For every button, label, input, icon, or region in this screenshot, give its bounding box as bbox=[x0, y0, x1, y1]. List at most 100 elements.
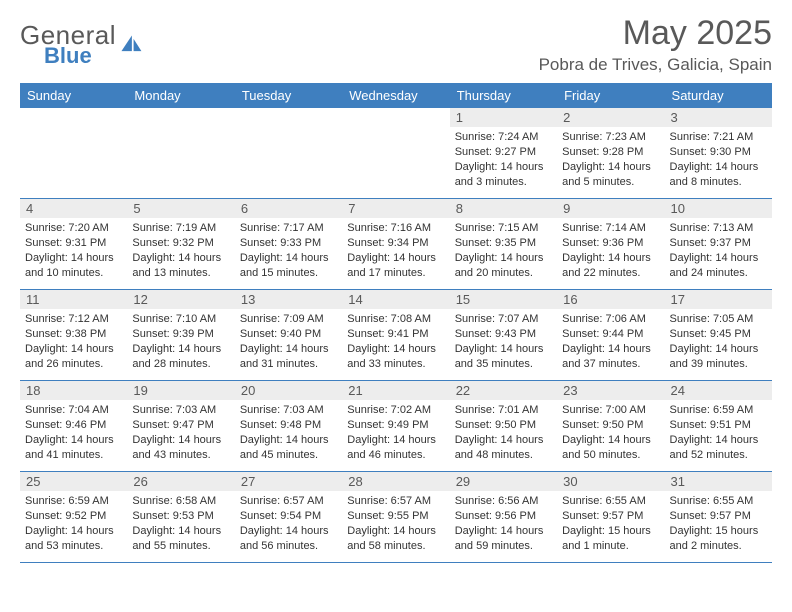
day-number: 14 bbox=[342, 290, 449, 309]
title-block: May 2025 Pobra de Trives, Galicia, Spain bbox=[539, 14, 772, 75]
calendar-week-row: 25Sunrise: 6:59 AMSunset: 9:52 PMDayligh… bbox=[20, 472, 772, 563]
sunrise-line: Sunrise: 7:24 AM bbox=[455, 130, 552, 145]
calendar-cell: 4Sunrise: 7:20 AMSunset: 9:31 PMDaylight… bbox=[20, 199, 127, 290]
sunset-line: Sunset: 9:54 PM bbox=[240, 509, 337, 524]
sunset-line: Sunset: 9:55 PM bbox=[347, 509, 444, 524]
weekday-row: SundayMondayTuesdayWednesdayThursdayFrid… bbox=[20, 83, 772, 108]
daylight-line: Daylight: 14 hours and 48 minutes. bbox=[455, 433, 552, 463]
day-number: 1 bbox=[450, 108, 557, 127]
daylight-line: Daylight: 14 hours and 52 minutes. bbox=[670, 433, 767, 463]
day-detail: Sunrise: 6:57 AMSunset: 9:55 PMDaylight:… bbox=[342, 491, 449, 557]
day-number: 7 bbox=[342, 199, 449, 218]
calendar-cell bbox=[235, 108, 342, 199]
calendar-cell bbox=[20, 108, 127, 199]
calendar-cell: 10Sunrise: 7:13 AMSunset: 9:37 PMDayligh… bbox=[665, 199, 772, 290]
sunset-line: Sunset: 9:49 PM bbox=[347, 418, 444, 433]
sunrise-line: Sunrise: 7:09 AM bbox=[240, 312, 337, 327]
sunset-line: Sunset: 9:51 PM bbox=[670, 418, 767, 433]
calendar-cell: 31Sunrise: 6:55 AMSunset: 9:57 PMDayligh… bbox=[665, 472, 772, 563]
calendar-cell: 30Sunrise: 6:55 AMSunset: 9:57 PMDayligh… bbox=[557, 472, 664, 563]
day-detail: Sunrise: 6:55 AMSunset: 9:57 PMDaylight:… bbox=[665, 491, 772, 557]
day-number: 4 bbox=[20, 199, 127, 218]
sunset-line: Sunset: 9:37 PM bbox=[670, 236, 767, 251]
calendar-cell: 1Sunrise: 7:24 AMSunset: 9:27 PMDaylight… bbox=[450, 108, 557, 199]
day-detail: Sunrise: 7:12 AMSunset: 9:38 PMDaylight:… bbox=[20, 309, 127, 375]
calendar-week-row: 4Sunrise: 7:20 AMSunset: 9:31 PMDaylight… bbox=[20, 199, 772, 290]
day-detail: Sunrise: 7:02 AMSunset: 9:49 PMDaylight:… bbox=[342, 400, 449, 466]
day-detail: Sunrise: 7:07 AMSunset: 9:43 PMDaylight:… bbox=[450, 309, 557, 375]
day-detail: Sunrise: 7:08 AMSunset: 9:41 PMDaylight:… bbox=[342, 309, 449, 375]
sunrise-line: Sunrise: 7:03 AM bbox=[132, 403, 229, 418]
calendar-cell: 29Sunrise: 6:56 AMSunset: 9:56 PMDayligh… bbox=[450, 472, 557, 563]
sunset-line: Sunset: 9:56 PM bbox=[455, 509, 552, 524]
day-number: 21 bbox=[342, 381, 449, 400]
sunset-line: Sunset: 9:53 PM bbox=[132, 509, 229, 524]
sunrise-line: Sunrise: 7:04 AM bbox=[25, 403, 122, 418]
day-detail: Sunrise: 6:59 AMSunset: 9:52 PMDaylight:… bbox=[20, 491, 127, 557]
calendar-cell: 26Sunrise: 6:58 AMSunset: 9:53 PMDayligh… bbox=[127, 472, 234, 563]
sunrise-line: Sunrise: 6:58 AM bbox=[132, 494, 229, 509]
calendar-cell: 2Sunrise: 7:23 AMSunset: 9:28 PMDaylight… bbox=[557, 108, 664, 199]
day-number: 8 bbox=[450, 199, 557, 218]
calendar-week-row: 18Sunrise: 7:04 AMSunset: 9:46 PMDayligh… bbox=[20, 381, 772, 472]
day-detail: Sunrise: 7:06 AMSunset: 9:44 PMDaylight:… bbox=[557, 309, 664, 375]
sunset-line: Sunset: 9:43 PM bbox=[455, 327, 552, 342]
page-header: General Blue May 2025 Pobra de Trives, G… bbox=[20, 14, 772, 75]
calendar-cell bbox=[127, 108, 234, 199]
daylight-line: Daylight: 14 hours and 8 minutes. bbox=[670, 160, 767, 190]
daylight-line: Daylight: 14 hours and 43 minutes. bbox=[132, 433, 229, 463]
daylight-line: Daylight: 14 hours and 46 minutes. bbox=[347, 433, 444, 463]
day-number: 6 bbox=[235, 199, 342, 218]
day-number: 22 bbox=[450, 381, 557, 400]
sunset-line: Sunset: 9:46 PM bbox=[25, 418, 122, 433]
sunset-line: Sunset: 9:50 PM bbox=[562, 418, 659, 433]
daylight-line: Daylight: 14 hours and 41 minutes. bbox=[25, 433, 122, 463]
day-number: 29 bbox=[450, 472, 557, 491]
day-number: 13 bbox=[235, 290, 342, 309]
daylight-line: Daylight: 14 hours and 5 minutes. bbox=[562, 160, 659, 190]
daylight-line: Daylight: 14 hours and 17 minutes. bbox=[347, 251, 444, 281]
sunset-line: Sunset: 9:52 PM bbox=[25, 509, 122, 524]
calendar-cell: 12Sunrise: 7:10 AMSunset: 9:39 PMDayligh… bbox=[127, 290, 234, 381]
sunset-line: Sunset: 9:41 PM bbox=[347, 327, 444, 342]
calendar-cell: 19Sunrise: 7:03 AMSunset: 9:47 PMDayligh… bbox=[127, 381, 234, 472]
daylight-line: Daylight: 14 hours and 22 minutes. bbox=[562, 251, 659, 281]
calendar-cell: 13Sunrise: 7:09 AMSunset: 9:40 PMDayligh… bbox=[235, 290, 342, 381]
calendar-week-row: 1 Sunrise: 7:24 AMSunset: 9:27 PM Daylight… bbox=[20, 108, 772, 199]
sunrise-line: Sunrise: 7:19 AM bbox=[132, 221, 229, 236]
sunset-line: Sunset: 9:27 PM bbox=[455, 145, 552, 160]
calendar-body: 1 Sunrise: 7:24 AMSunset: 9:27 PM Daylight… bbox=[20, 108, 772, 563]
calendar-thead: SundayMondayTuesdayWednesdayThursdayFrid… bbox=[20, 83, 772, 108]
sunrise-line: Sunrise: 6:59 AM bbox=[670, 403, 767, 418]
weekday-header: Wednesday bbox=[342, 83, 449, 108]
calendar-cell: 16Sunrise: 7:06 AMSunset: 9:44 PMDayligh… bbox=[557, 290, 664, 381]
daylight-line: Daylight: 15 hours and 2 minutes. bbox=[670, 524, 767, 554]
day-detail: Sunrise: 7:05 AMSunset: 9:45 PMDaylight:… bbox=[665, 309, 772, 375]
daylight-line: Daylight: 14 hours and 33 minutes. bbox=[347, 342, 444, 372]
calendar-cell: 8Sunrise: 7:15 AMSunset: 9:35 PMDaylight… bbox=[450, 199, 557, 290]
day-detail: Sunrise: 7:03 AMSunset: 9:48 PMDaylight:… bbox=[235, 400, 342, 466]
calendar-cell: 22Sunrise: 7:01 AMSunset: 9:50 PMDayligh… bbox=[450, 381, 557, 472]
calendar-cell: 25Sunrise: 6:59 AMSunset: 9:52 PMDayligh… bbox=[20, 472, 127, 563]
day-detail: Sunrise: 7:03 AMSunset: 9:47 PMDaylight:… bbox=[127, 400, 234, 466]
calendar-cell: 14Sunrise: 7:08 AMSunset: 9:41 PMDayligh… bbox=[342, 290, 449, 381]
calendar-cell: 5Sunrise: 7:19 AMSunset: 9:32 PMDaylight… bbox=[127, 199, 234, 290]
sunrise-line: Sunrise: 7:00 AM bbox=[562, 403, 659, 418]
day-detail: Sunrise: 6:58 AMSunset: 9:53 PMDaylight:… bbox=[127, 491, 234, 557]
sunrise-line: Sunrise: 7:13 AM bbox=[670, 221, 767, 236]
weekday-header: Saturday bbox=[665, 83, 772, 108]
daylight-line: Daylight: 14 hours and 55 minutes. bbox=[132, 524, 229, 554]
sunset-line: Sunset: 9:57 PM bbox=[562, 509, 659, 524]
day-detail: Sunrise: 7:21 AMSunset: 9:30 PMDaylight:… bbox=[665, 127, 772, 193]
sunrise-line: Sunrise: 7:23 AM bbox=[562, 130, 659, 145]
daylight-line: Daylight: 14 hours and 10 minutes. bbox=[25, 251, 122, 281]
sunrise-line: Sunrise: 7:21 AM bbox=[670, 130, 767, 145]
calendar-cell: 20Sunrise: 7:03 AMSunset: 9:48 PMDayligh… bbox=[235, 381, 342, 472]
sunrise-line: Sunrise: 6:55 AM bbox=[670, 494, 767, 509]
daylight-line: Daylight: 15 hours and 1 minute. bbox=[562, 524, 659, 554]
sunset-line: Sunset: 9:48 PM bbox=[240, 418, 337, 433]
sunrise-line: Sunrise: 7:07 AM bbox=[455, 312, 552, 327]
sunset-line: Sunset: 9:31 PM bbox=[25, 236, 122, 251]
day-number: 20 bbox=[235, 381, 342, 400]
calendar-cell: 27Sunrise: 6:57 AMSunset: 9:54 PMDayligh… bbox=[235, 472, 342, 563]
